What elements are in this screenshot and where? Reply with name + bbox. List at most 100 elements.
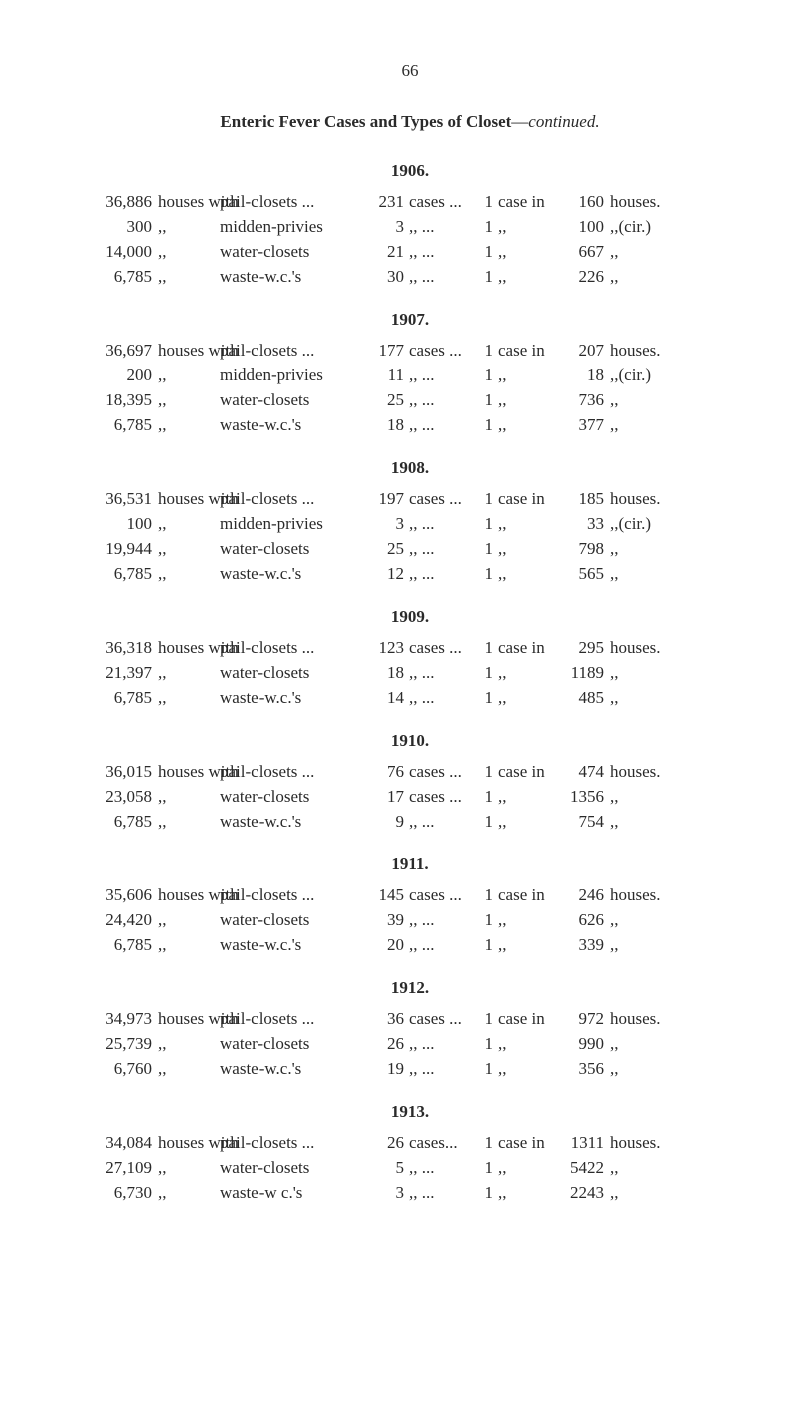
data-row: 23,058,,water-closets17cases ...1,,1356,… (90, 786, 730, 809)
one-label: 1 (475, 1157, 493, 1180)
denominator: 990 (558, 1033, 604, 1056)
cases-count: 11 (370, 364, 404, 387)
ditto-mark: ,, (493, 216, 558, 239)
ditto-mark: ,, (152, 513, 220, 536)
case-in-label: case in (493, 340, 558, 363)
cases-count: 19 (370, 1058, 404, 1081)
closet-type: water-closets (220, 662, 370, 685)
data-row: 6,785,,waste-w.c.'s18,, ...1,,377,, (90, 414, 730, 437)
closet-type: water-closets (220, 1157, 370, 1180)
closet-type: pail-closets ... (220, 884, 370, 907)
row-suffix: ,, (604, 1157, 730, 1180)
houses-count: 6,785 (90, 687, 152, 710)
data-row: 18,395,,water-closets25,, ...1,,736,, (90, 389, 730, 412)
data-row: 6,730,,waste-w c.'s3,, ...1,,2243,, (90, 1182, 730, 1205)
ditto-mark: ,, (152, 662, 220, 685)
closet-type: pail-closets ... (220, 1132, 370, 1155)
data-row: 6,785,,waste-w.c.'s12,, ...1,,565,, (90, 563, 730, 586)
ditto-mark: ,, ... (404, 909, 475, 932)
cases-count: 197 (370, 488, 404, 511)
cases-label: cases ... (404, 1008, 475, 1031)
year-heading: 1908. (90, 457, 730, 480)
cases-label: cases ... (404, 637, 475, 660)
denominator: 246 (558, 884, 604, 907)
one-label: 1 (475, 1008, 493, 1031)
case-in-label: case in (493, 1008, 558, 1031)
row-suffix: ,, (604, 786, 730, 809)
houses-count: 14,000 (90, 241, 152, 264)
houses-count: 35,606 (90, 884, 152, 907)
row-suffix: ,,(cir.) (604, 216, 730, 239)
one-label: 1 (475, 637, 493, 660)
year-heading: 1910. (90, 730, 730, 753)
denominator: 1311 (558, 1132, 604, 1155)
ditto-mark: ,, (152, 1157, 220, 1180)
houses-count: 36,531 (90, 488, 152, 511)
closet-type: midden-privies (220, 216, 370, 239)
ditto-mark: ,, ... (404, 934, 475, 957)
data-row: 35,606houses withpail-closets ...145case… (90, 884, 730, 907)
ditto-mark: ,, ... (404, 364, 475, 387)
year-block: 34,973houses withpail-closets ...36cases… (90, 1008, 730, 1081)
denominator: 160 (558, 191, 604, 214)
houses-count: 34,084 (90, 1132, 152, 1155)
closet-type: waste-w.c.'s (220, 1058, 370, 1081)
year-heading: 1912. (90, 977, 730, 1000)
cases-count: 76 (370, 761, 404, 784)
closet-type: waste-w.c.'s (220, 811, 370, 834)
case-in-label: case in (493, 488, 558, 511)
one-label: 1 (475, 513, 493, 536)
houses-count: 6,785 (90, 563, 152, 586)
denominator: 226 (558, 266, 604, 289)
ditto-mark: ,, ... (404, 662, 475, 685)
cases-count: 3 (370, 513, 404, 536)
data-row: 6,785,,waste-w.c.'s9,, ...1,,754,, (90, 811, 730, 834)
houses-count: 34,973 (90, 1008, 152, 1031)
ditto-mark: ,, (493, 266, 558, 289)
row-suffix: houses. (604, 637, 730, 660)
denominator: 356 (558, 1058, 604, 1081)
denominator: 185 (558, 488, 604, 511)
one-label: 1 (475, 662, 493, 685)
ditto-mark: ,, ... (404, 389, 475, 412)
one-label: 1 (475, 1058, 493, 1081)
row-suffix: ,,(cir.) (604, 513, 730, 536)
ditto-mark: ,, ... (404, 687, 475, 710)
cases-label: cases ... (404, 488, 475, 511)
one-label: 1 (475, 909, 493, 932)
data-row: 27,109,,water-closets5,, ...1,,5422,, (90, 1157, 730, 1180)
cases-label: cases ... (404, 761, 475, 784)
data-row: 100,,midden-privies3,, ...1,,33,,(cir.) (90, 513, 730, 536)
row-suffix: ,, (604, 934, 730, 957)
row-suffix: houses. (604, 1132, 730, 1155)
denominator: 667 (558, 241, 604, 264)
one-label: 1 (475, 811, 493, 834)
cases-count: 3 (370, 216, 404, 239)
cases-count: 26 (370, 1132, 404, 1155)
data-row: 19,944,,water-closets25,, ...1,,798,, (90, 538, 730, 561)
ditto-mark: ,, (493, 389, 558, 412)
houses-with-label: houses with (152, 1132, 220, 1155)
denominator: 626 (558, 909, 604, 932)
row-suffix: ,, (604, 538, 730, 561)
year-block: 36,318houses withpail-closets ...123case… (90, 637, 730, 710)
row-suffix: houses. (604, 884, 730, 907)
data-row: 14,000,,water-closets21,, ...1,,667,, (90, 241, 730, 264)
one-label: 1 (475, 340, 493, 363)
houses-count: 23,058 (90, 786, 152, 809)
data-row: 36,318houses withpail-closets ...123case… (90, 637, 730, 660)
document-body: 1906.36,886houses withpail-closets ...23… (90, 160, 730, 1205)
ditto-mark: ,, (152, 934, 220, 957)
data-row: 36,697houses withpail-closets ...177case… (90, 340, 730, 363)
ditto-mark: ,, ... (404, 266, 475, 289)
closet-type: waste-w.c.'s (220, 563, 370, 586)
data-row: 36,531houses withpail-closets ...197case… (90, 488, 730, 511)
ditto-mark: ,, (152, 909, 220, 932)
data-row: 6,785,,waste-w.c.'s30,, ...1,,226,, (90, 266, 730, 289)
one-label: 1 (475, 191, 493, 214)
cases-count: 123 (370, 637, 404, 660)
row-suffix: ,, (604, 811, 730, 834)
one-label: 1 (475, 687, 493, 710)
row-suffix: ,, (604, 266, 730, 289)
year-block: 36,886houses withpail-closets ...231case… (90, 191, 730, 289)
